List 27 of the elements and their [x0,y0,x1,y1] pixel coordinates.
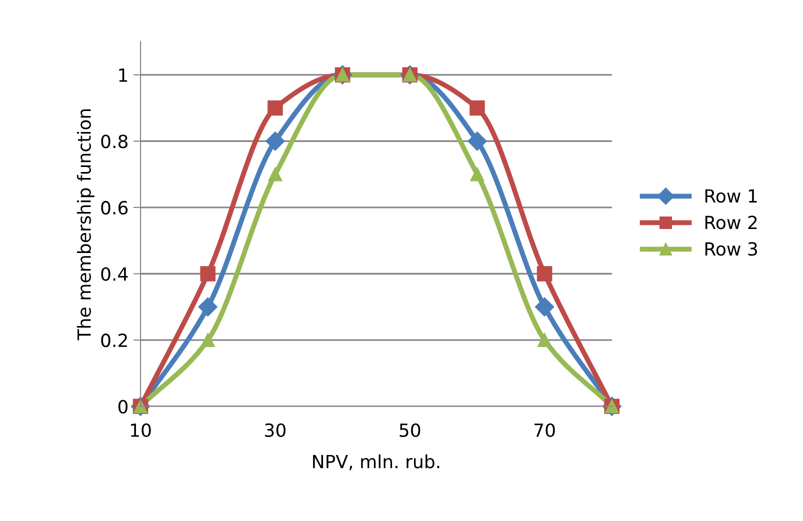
legend-label: Row 2 [705,216,757,230]
x-tick-label: 30 [265,423,286,438]
x-tick-label: 50 [400,423,420,438]
y-tick-label: 0 [118,400,128,414]
point [470,100,485,116]
point [468,132,487,151]
point [266,132,285,151]
x-tick-label: 70 [534,423,555,438]
point [200,333,215,348]
legend-label: Row 3 [705,242,757,256]
legend-label: Row 1 [705,189,757,203]
point [268,100,283,116]
point [536,266,552,282]
point [470,167,484,182]
y-tick-label: 0.4 [101,267,128,281]
point [538,333,552,348]
y-tick-label: 0.8 [101,134,128,148]
point [198,297,218,316]
point [268,167,282,182]
point [200,266,216,282]
y-tick-label: 1 [119,68,128,82]
y-tick-label: 0.2 [101,334,127,348]
point [535,297,554,316]
x-tick-label: 10 [131,423,151,438]
x-axis-title: NPV, mln. rub. [313,454,440,470]
y-tick-label: 0.6 [101,200,128,215]
y-axis-title: The membership function [76,109,94,340]
